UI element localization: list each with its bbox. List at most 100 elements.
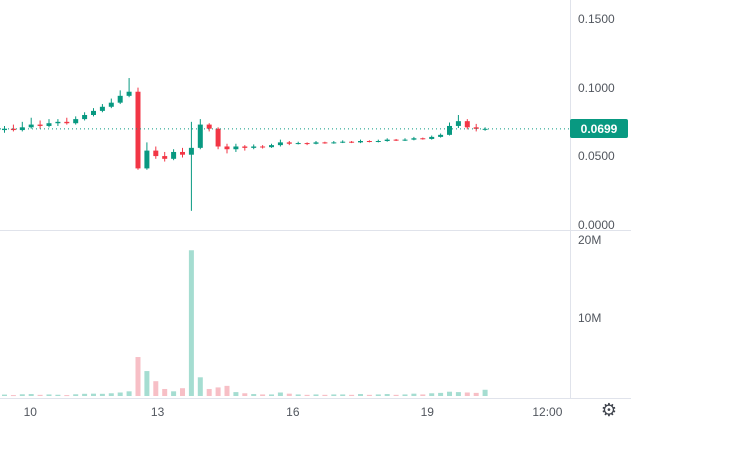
volume-bar (126, 391, 132, 396)
candle-body (64, 121, 70, 124)
volume-bar (108, 393, 114, 396)
volume-bar (2, 394, 7, 396)
candle-body (402, 139, 408, 141)
candle-body (251, 146, 257, 148)
candle-body (429, 136, 435, 139)
candle-body (358, 141, 363, 143)
time-axis[interactable]: 10 13 16 19 12:00 (0, 398, 570, 452)
candle-body (55, 121, 61, 124)
candle-body (117, 95, 123, 103)
volume-bar (73, 394, 79, 396)
time-axis-label: 13 (150, 405, 165, 419)
candle-body (393, 139, 399, 141)
volume-bar (242, 393, 248, 396)
candle-body (420, 138, 426, 140)
volume-bar (10, 395, 16, 397)
gear-icon[interactable]: ⚙ (597, 399, 621, 423)
candle-body (473, 127, 479, 129)
volume-bar (411, 393, 417, 396)
price-axis-label: 0.1000 (578, 81, 615, 95)
candle-body (82, 115, 88, 120)
volume-bar (206, 388, 212, 396)
volume-bar (322, 394, 328, 396)
candle-body (99, 106, 105, 111)
volume-bar (447, 391, 452, 396)
volume-bar (215, 387, 221, 396)
candle-body (375, 141, 381, 143)
candle-body (180, 151, 185, 155)
volume-bar (331, 394, 337, 396)
volume-bar (19, 394, 25, 396)
candle-body (224, 146, 230, 150)
volume-bar (180, 388, 185, 396)
candle-body (411, 138, 417, 140)
volume-bar (358, 394, 363, 396)
candles (2, 78, 488, 211)
candle-body (10, 128, 16, 131)
volume-bar (438, 392, 444, 396)
volume-bar (384, 394, 390, 396)
time-axis-label: 16 (286, 405, 300, 419)
candle-body (464, 121, 470, 128)
volume-bar (251, 394, 257, 396)
volume-bar (91, 393, 96, 396)
candle-body (286, 142, 292, 144)
volume-axis-label: 20M (578, 233, 602, 247)
volume-bar (429, 393, 435, 396)
time-axis-label: 10 (23, 405, 37, 419)
volume-bar (99, 393, 105, 396)
candle-body (304, 143, 310, 145)
candle-body (295, 143, 301, 145)
volume-bar (464, 392, 470, 396)
volume-bar (286, 393, 292, 396)
volume-bar (304, 394, 310, 396)
volume-bar (135, 357, 141, 396)
candle-body (482, 128, 488, 130)
candle-body (384, 139, 390, 142)
volume-bar (117, 392, 123, 396)
price-axis-label: 0.1500 (578, 12, 615, 26)
candle-body (37, 124, 43, 126)
candle-body (108, 102, 114, 107)
candle-body (144, 150, 150, 169)
candle-body (349, 141, 355, 143)
candle-body (340, 141, 346, 143)
candle-body (171, 151, 177, 159)
candle-body (260, 146, 266, 148)
volume-bar (224, 385, 230, 396)
volume-bar (188, 250, 194, 396)
candle-body (135, 91, 141, 169)
candle-body (269, 145, 274, 148)
volume-bar (393, 394, 399, 396)
candle-body (126, 91, 132, 96)
candle-body (197, 124, 203, 148)
price-axis-label: 0.0500 (578, 149, 615, 163)
price-axis-label: 0.0000 (578, 218, 615, 232)
volume-bar (162, 388, 168, 396)
volume-bar (233, 392, 239, 396)
volume-bar (295, 394, 301, 396)
candle-body (188, 147, 194, 155)
candle-body (215, 128, 221, 147)
volume-bar (277, 392, 283, 396)
volume-bar (366, 394, 372, 396)
candle-body (162, 156, 168, 159)
volume-bar (375, 394, 381, 396)
volume-bar (455, 392, 461, 396)
volume-bar (46, 394, 52, 396)
volume-bar (313, 394, 319, 396)
volume-bars (2, 250, 488, 397)
price-axis[interactable]: 0.1500 0.1000 0.0500 0.0000 20M 10M (570, 0, 743, 398)
candle-body (447, 125, 452, 135)
volume-bar (269, 394, 274, 396)
gear-glyph: ⚙ (600, 400, 618, 421)
volume-bar (420, 394, 426, 396)
candle-body (438, 134, 444, 137)
last-price-badge: 0.0699 (570, 119, 628, 138)
candle-body (233, 146, 239, 150)
candle-body (73, 119, 79, 124)
volume-bar (37, 394, 43, 396)
candle-body (28, 124, 34, 128)
time-axis-label: 19 (420, 405, 434, 419)
